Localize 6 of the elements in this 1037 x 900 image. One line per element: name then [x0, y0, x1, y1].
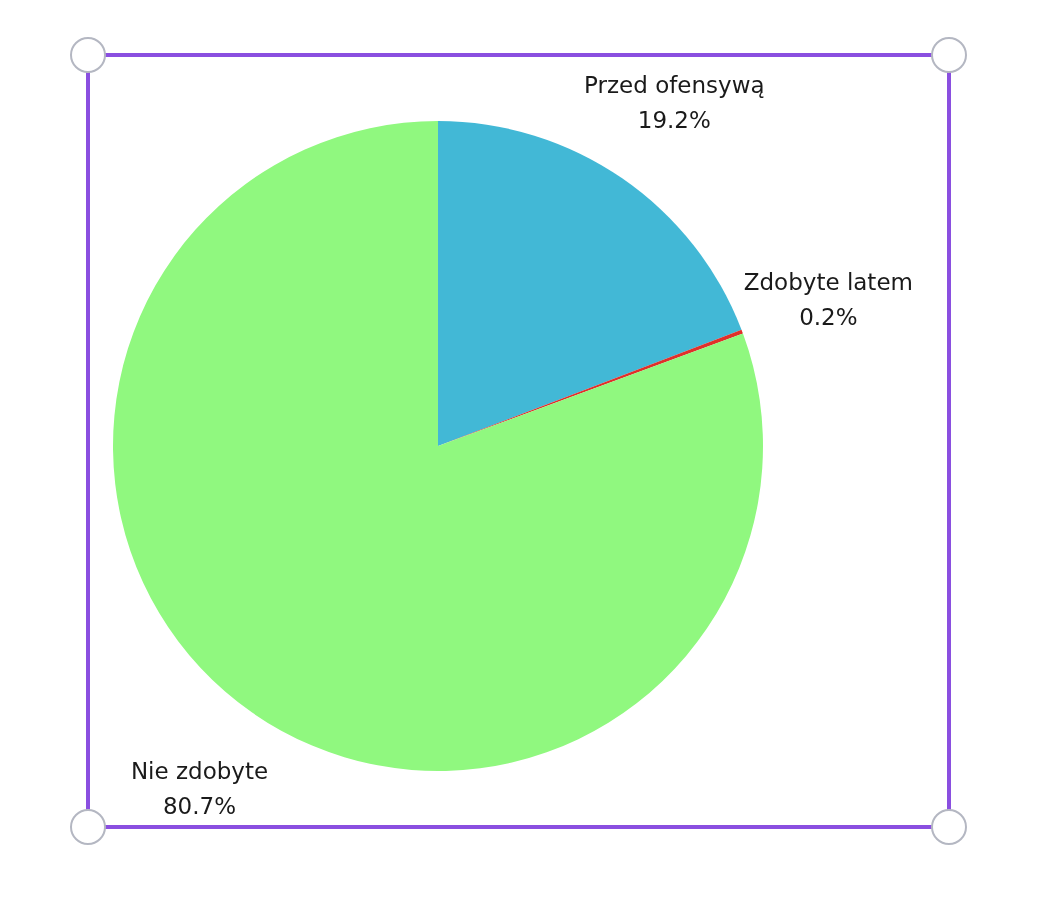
data-label: 19.2%: [637, 106, 711, 133]
slice-label: Nie zdobyte: [130, 757, 269, 784]
data-label: 80.7%: [162, 792, 237, 819]
slice-label: Zdobyte latem: [743, 268, 913, 295]
slice-label: Przed ofensywą: [584, 71, 765, 98]
data-label: 0.2%: [799, 303, 858, 330]
